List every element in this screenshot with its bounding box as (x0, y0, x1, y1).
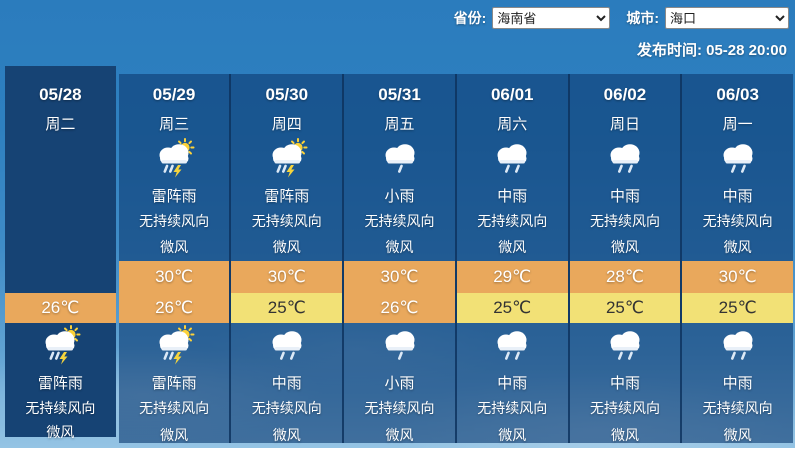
column-weekday: 周五 (384, 115, 415, 133)
column-date: 05/28 (39, 85, 82, 104)
light-rain-icon (344, 323, 455, 369)
column-weekday: 周日 (609, 115, 640, 133)
moderate-rain-icon (457, 136, 568, 182)
forecast-column: 06/02 周日 中雨 无持续风向 微风 28℃ 25℃ 中雨 无持续风向 微风 (567, 74, 681, 443)
low-temperature: 26℃ (5, 293, 116, 323)
moderate-rain-icon (457, 323, 568, 369)
moderate-rain-icon (682, 323, 793, 369)
day-weather-text: 中雨 (497, 187, 528, 205)
night-wind-power: 微风 (46, 423, 75, 440)
day-wind-direction: 无持续风向 (139, 212, 210, 229)
day-wind-direction: 无持续风向 (477, 212, 548, 229)
low-temperature: 26℃ (344, 293, 455, 323)
column-weekday: 周四 (271, 115, 302, 133)
column-weekday: 周三 (159, 115, 190, 133)
low-temperature: 25℃ (682, 293, 794, 323)
column-weekday: 周一 (722, 115, 753, 133)
day-wind-direction: 无持续风向 (251, 212, 322, 229)
night-weather-text: 中雨 (497, 374, 528, 392)
column-date: 06/01 (490, 85, 534, 104)
forecast-table: 05/28 周二 26℃ 雷阵雨 无持续风向 微风 05/29 周三 雷阵雨 无… (5, 66, 794, 443)
night-wind-direction: 无持续风向 (25, 399, 96, 416)
day-weather-text: 小雨 (384, 187, 415, 205)
forecast-column: 05/29 周三 雷阵雨 无持续风向 微风 30℃ 26℃ 雷阵雨 无持续风向 … (118, 74, 230, 443)
night-weather-text: 雷阵雨 (37, 374, 83, 392)
high-temperature: 30℃ (344, 261, 455, 293)
night-wind-power: 微风 (498, 426, 527, 443)
high-temperature: 30℃ (682, 261, 794, 293)
thunder-shower-icon (119, 323, 230, 369)
publish-time: 发布时间: 05-28 20:00 (636, 42, 787, 59)
day-wind-power: 微风 (610, 239, 639, 255)
high-temperature: 28℃ (569, 261, 681, 293)
night-wind-direction: 无持续风向 (364, 399, 435, 416)
day-wind-power: 微风 (723, 239, 752, 255)
province-label: 省份: (453, 10, 487, 26)
column-weekday: 周六 (497, 115, 528, 133)
night-wind-power: 微风 (723, 426, 752, 443)
night-weather-text: 雷阵雨 (151, 374, 197, 392)
moderate-rain-icon (682, 136, 793, 182)
moderate-rain-icon (570, 136, 681, 182)
night-weather-text: 中雨 (271, 374, 302, 392)
day-weather-text: 中雨 (722, 187, 753, 205)
night-weather-text: 中雨 (722, 374, 753, 392)
province-select[interactable]: 海南省 (492, 7, 611, 29)
forecast-column: 05/28 周二 26℃ 雷阵雨 无持续风向 微风 (5, 66, 116, 440)
column-date: 05/30 (265, 85, 309, 104)
moderate-rain-icon (570, 323, 681, 369)
night-wind-direction: 无持续风向 (139, 399, 210, 416)
thunder-shower-icon (231, 136, 342, 182)
low-temperature: 25℃ (456, 293, 568, 323)
moderate-rain-icon (231, 323, 342, 369)
day-weather-text: 雷阵雨 (264, 187, 310, 205)
forecast-column: 06/01 周六 中雨 无持续风向 微风 29℃ 25℃ 中雨 无持续风向 微风 (454, 74, 568, 443)
day-wind-direction: 无持续风向 (702, 212, 773, 229)
day-wind-direction: 无持续风向 (589, 212, 660, 229)
column-date: 06/02 (603, 85, 647, 104)
night-weather-text: 中雨 (609, 374, 640, 392)
night-wind-direction: 无持续风向 (702, 399, 773, 416)
city-select[interactable]: 海口 (665, 7, 789, 29)
day-wind-power: 微风 (385, 239, 414, 255)
night-wind-power: 微风 (610, 426, 639, 443)
night-wind-direction: 无持续风向 (589, 399, 660, 416)
day-wind-power: 微风 (272, 239, 301, 255)
night-wind-power: 微风 (160, 426, 189, 443)
city-label: 城市: (626, 10, 659, 26)
low-temperature: 25℃ (231, 293, 343, 323)
day-wind-power: 微风 (498, 239, 527, 255)
high-temperature: 30℃ (231, 261, 343, 293)
light-rain-icon (344, 136, 455, 182)
high-temperature: 29℃ (456, 261, 568, 293)
forecast-column: 05/31 周五 小雨 无持续风向 微风 30℃ 26℃ 小雨 无持续风向 微风 (342, 74, 455, 443)
night-wind-direction: 无持续风向 (251, 399, 322, 416)
forecast-column: 05/30 周四 雷阵雨 无持续风向 微风 30℃ 25℃ 中雨 无持续风向 微… (229, 74, 343, 443)
thunder-shower-icon (119, 136, 230, 182)
day-weather-text: 雷阵雨 (151, 187, 197, 205)
night-weather-text: 小雨 (384, 374, 415, 392)
column-date: 06/03 (716, 85, 759, 104)
day-wind-power: 微风 (160, 239, 189, 255)
column-date: 05/29 (152, 85, 196, 104)
high-temperature: 30℃ (118, 261, 230, 293)
day-weather-text: 中雨 (609, 187, 640, 205)
column-date: 05/31 (378, 85, 421, 104)
night-wind-power: 微风 (385, 426, 414, 443)
thunder-shower-icon (5, 323, 116, 369)
forecast-column: 06/03 周一 中雨 无持续风向 微风 30℃ 25℃ 中雨 无持续风向 微风 (680, 74, 794, 443)
low-temperature: 25℃ (569, 293, 681, 323)
low-temperature: 26℃ (118, 293, 230, 323)
night-wind-power: 微风 (272, 426, 301, 443)
column-weekday: 周二 (45, 115, 76, 133)
night-wind-direction: 无持续风向 (477, 399, 548, 416)
day-wind-direction: 无持续风向 (364, 212, 435, 229)
location-controls: 省份: 海南省 城市: 海口 (454, 7, 789, 29)
